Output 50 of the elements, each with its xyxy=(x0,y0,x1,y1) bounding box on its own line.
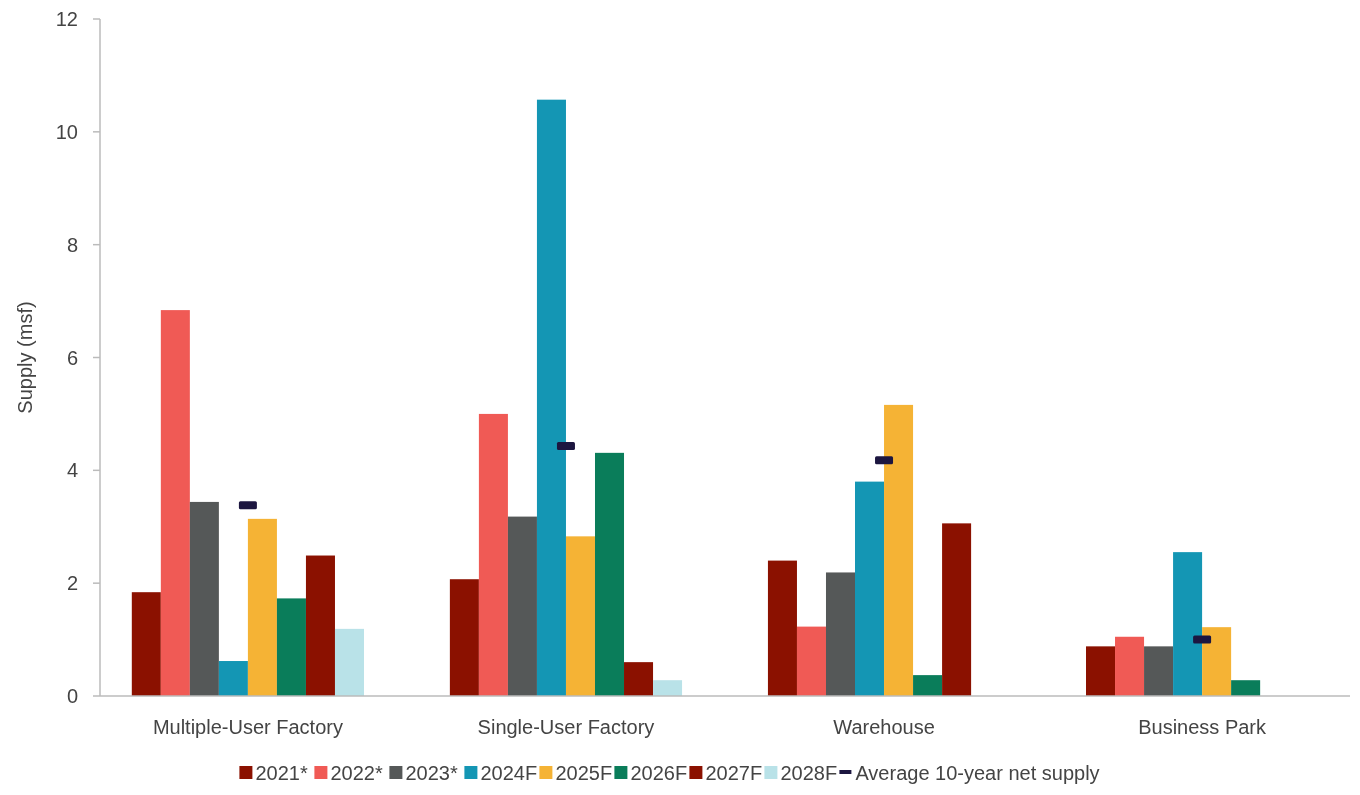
bar xyxy=(1144,646,1174,696)
y-tick-label: 12 xyxy=(55,8,78,30)
bar xyxy=(913,675,943,696)
legend-label: 2021* xyxy=(255,762,308,784)
bar xyxy=(796,626,826,696)
y-tick-label: 0 xyxy=(66,685,78,707)
y-tick-label: 6 xyxy=(66,346,78,369)
bar xyxy=(1086,646,1116,696)
bar xyxy=(1231,680,1261,696)
bar xyxy=(884,404,914,696)
legend-label: 2023* xyxy=(405,762,458,784)
y-tick-label: 10 xyxy=(55,120,78,143)
x-tick-label: Single-User Factory xyxy=(477,716,655,738)
legend-label: 2027F xyxy=(705,762,763,784)
bar xyxy=(160,310,190,696)
legend-label: Average 10-year net supply xyxy=(855,762,1100,784)
bar xyxy=(653,680,683,696)
bar xyxy=(276,598,306,696)
bar xyxy=(536,99,566,696)
bar xyxy=(825,572,856,696)
bar xyxy=(624,662,654,696)
x-tick-label: Business Park xyxy=(1138,716,1268,738)
bar xyxy=(594,452,625,696)
y-tick-label: 8 xyxy=(66,233,78,256)
legend-label: 2025F xyxy=(555,762,613,784)
bar xyxy=(767,560,797,696)
bar xyxy=(1202,627,1232,696)
bar xyxy=(131,592,161,696)
bar xyxy=(565,536,595,696)
legend-label: 2028F xyxy=(780,762,838,784)
legend-label: 2022* xyxy=(330,762,383,784)
bar xyxy=(218,661,248,696)
bar xyxy=(855,481,885,696)
bar xyxy=(478,413,508,696)
bar xyxy=(942,523,972,696)
x-tick-label: Warehouse xyxy=(833,716,935,738)
bar xyxy=(1173,552,1203,696)
y-axis-title: Supply (msf) xyxy=(14,301,36,414)
bar xyxy=(1115,636,1145,696)
bar xyxy=(449,579,479,696)
bar xyxy=(507,516,537,696)
y-tick-label: 2 xyxy=(66,572,78,595)
bar xyxy=(305,555,335,696)
x-tick-label: Multiple-User Factory xyxy=(152,716,343,738)
bar xyxy=(189,501,219,696)
bar xyxy=(334,628,364,696)
legend-label: 2024F xyxy=(480,762,538,784)
y-tick-label: 4 xyxy=(66,459,78,482)
bar xyxy=(247,518,277,696)
legend-label: 2026F xyxy=(630,762,688,784)
